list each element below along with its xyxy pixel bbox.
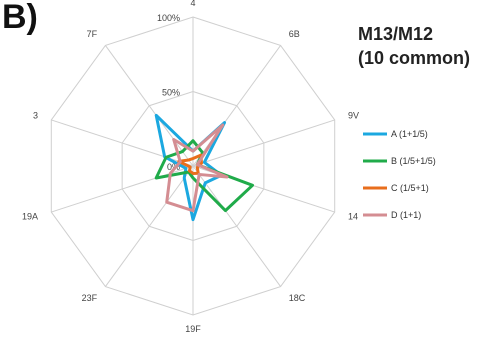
grid-spoke — [192, 165, 281, 287]
category-label: 19F — [185, 324, 201, 334]
chart-title: M13/M12 (10 common) — [356, 22, 486, 70]
radar-series — [154, 113, 255, 222]
category-label: 4 — [190, 0, 195, 8]
chart-title-line-1: M13/M12 — [358, 24, 434, 44]
panel-label: B) — [2, 0, 38, 36]
grid-spoke — [192, 119, 335, 167]
category-label: 18C — [289, 293, 306, 303]
radar-grid — [50, 16, 336, 316]
legend-label: C (1/5+1) — [391, 183, 429, 193]
radar-category-labels: 4 6B 9V 14 18C 19F 23F 19A 3 7F — [22, 0, 359, 334]
category-label: 23F — [82, 293, 98, 303]
tick-label: 0% — [167, 162, 180, 172]
category-label: 3 — [33, 111, 38, 121]
chart-legend: A (1+1/5) B (1/5+1/5) C (1/5+1) D (1+1) — [363, 129, 436, 220]
legend-label: D (1+1) — [391, 210, 421, 220]
grid-spoke — [192, 45, 281, 167]
category-label: 7F — [87, 29, 98, 39]
radar-tick-labels: 0% 50% 100% — [157, 13, 180, 172]
series-line-4 — [165, 123, 229, 213]
tick-label: 100% — [157, 13, 180, 23]
grid-spoke — [105, 45, 194, 167]
chart-title-line-2: (10 common) — [358, 48, 471, 68]
category-label: 6B — [289, 29, 300, 39]
legend-label: A (1+1/5) — [391, 129, 428, 139]
category-label: 9V — [348, 111, 359, 121]
tick-label: 50% — [162, 88, 180, 98]
series-line-1 — [154, 113, 227, 222]
grid-spoke — [105, 165, 194, 287]
category-label: 19A — [22, 211, 38, 221]
legend-label: B (1/5+1/5) — [391, 156, 436, 166]
category-label: 14 — [348, 211, 358, 221]
